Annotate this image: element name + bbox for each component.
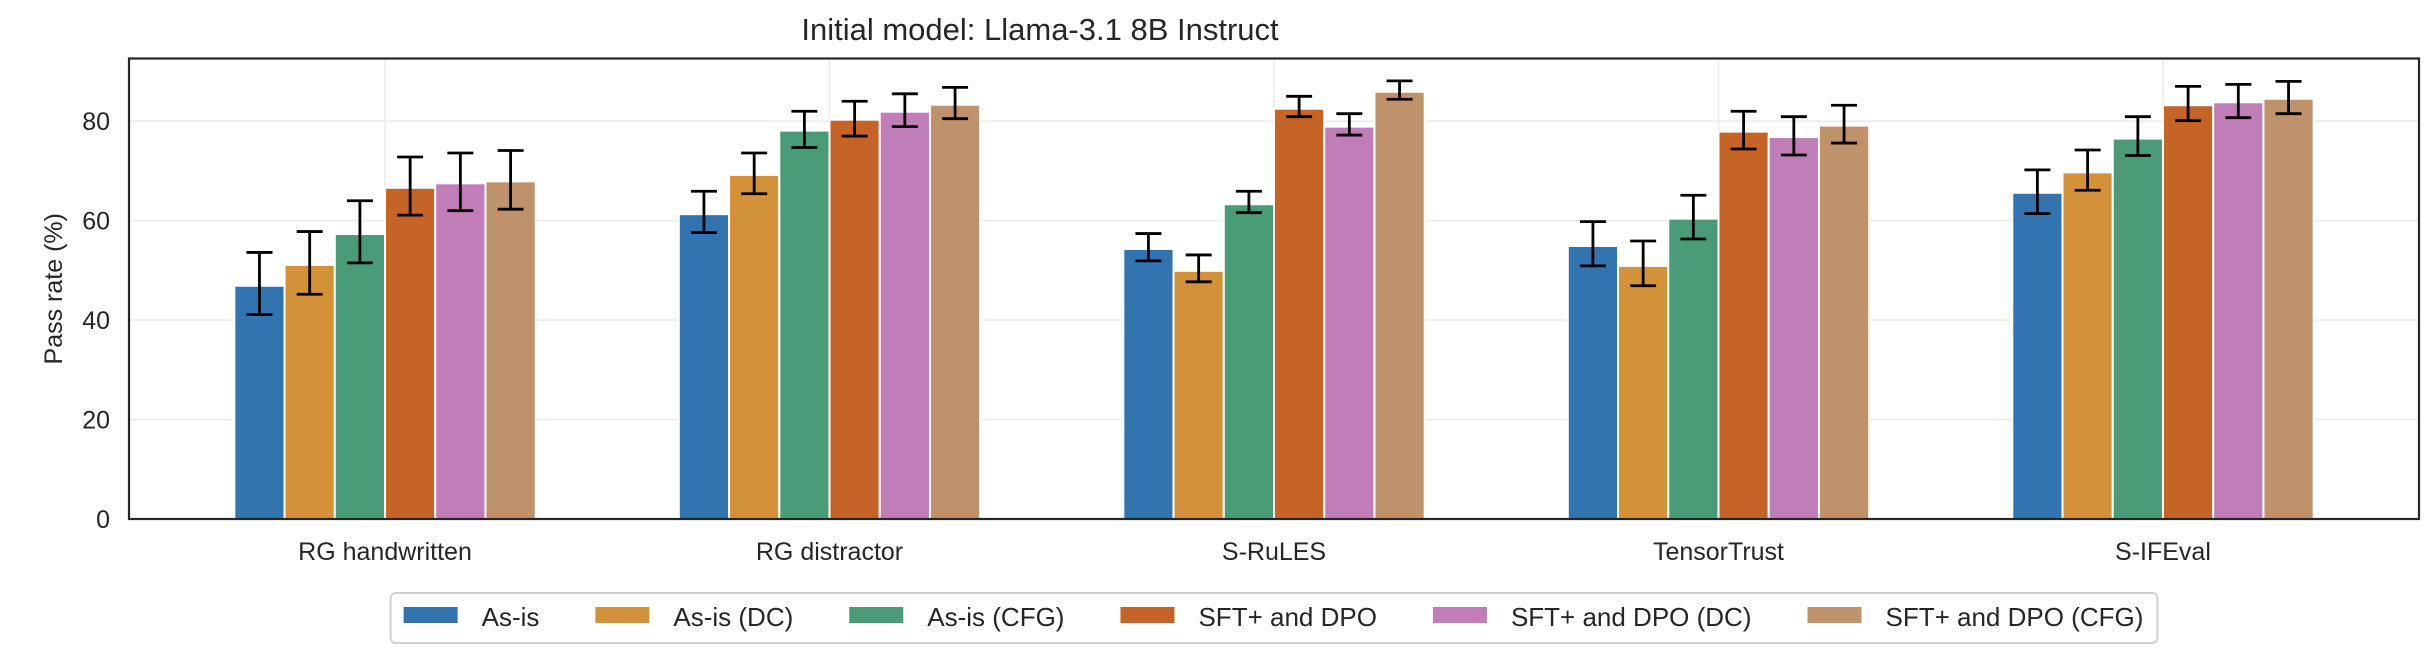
legend-box [389, 592, 2159, 644]
error-bar [2175, 84, 2202, 123]
error-bar [346, 199, 373, 265]
legend-swatch [595, 607, 650, 623]
error-bar [690, 189, 717, 234]
bar [2212, 101, 2265, 520]
error-bars [246, 79, 2302, 317]
error-bar [1730, 109, 1757, 151]
bar [1122, 247, 1175, 521]
y-axis-label: Pass rate (%) [40, 213, 68, 364]
bar [1373, 90, 1426, 520]
error-bar [1336, 112, 1363, 137]
error-bar [1831, 103, 1858, 145]
bar [728, 173, 781, 520]
bar [1172, 269, 1225, 520]
bar [283, 263, 336, 520]
legend-swatch [403, 607, 458, 623]
axes-frame [127, 57, 2421, 521]
y-tick-label: 60 [82, 208, 110, 236]
bar [878, 110, 931, 520]
legend-label: As-is [482, 602, 540, 632]
bar [1667, 217, 1720, 520]
error-bar [296, 230, 323, 296]
legend-item: As-is (CFG) [849, 602, 1064, 632]
bar [384, 186, 437, 520]
bar [1222, 203, 1276, 521]
bar [928, 103, 982, 520]
error-bar [246, 251, 273, 317]
error-bar [1680, 193, 1707, 241]
bar [1817, 124, 1871, 520]
x-axis-ticks: RG handwritten RG distractor S-RuLES Tensor… [298, 538, 2211, 566]
bar [434, 182, 487, 520]
error-bar [1185, 253, 1212, 284]
error-bar [1386, 79, 1413, 101]
x-tick-label: TensorTrust [1653, 538, 1784, 566]
bar [1323, 125, 1376, 520]
legend-swatch [1432, 607, 1487, 623]
bar [677, 213, 731, 520]
x-tick-label: S-IFEval [2115, 538, 2211, 566]
error-bar [1235, 189, 1262, 215]
bar [1767, 136, 1820, 521]
error-bar [1630, 239, 1657, 288]
y-tick-label: 20 [82, 407, 110, 435]
legend-item: SFT+ and DPO (DC) [1432, 602, 1752, 632]
chart-title: Initial model: Llama-3.1 8B Instruct [801, 12, 1279, 47]
bar [1717, 130, 1770, 521]
legend-label: As-is (CFG) [927, 602, 1064, 632]
bar [1273, 107, 1326, 520]
error-bar [2275, 79, 2302, 116]
bars [233, 90, 2315, 521]
error-bar [891, 92, 918, 129]
legend-label: As-is (DC) [673, 602, 793, 632]
legend-item: As-is (DC) [595, 602, 793, 632]
legend-label: SFT+ and DPO (DC) [1511, 602, 1752, 632]
error-bar [1286, 94, 1313, 119]
y-tick-label: 0 [96, 506, 110, 534]
error-bar [497, 149, 524, 211]
bar [233, 284, 286, 520]
legend-swatch [849, 607, 904, 623]
legend-item: SFT+ and DPO [1120, 602, 1377, 632]
error-bar [447, 151, 474, 213]
y-tick-label: 80 [82, 108, 110, 136]
bar [828, 118, 881, 520]
error-bar [2225, 82, 2252, 120]
legend-label: SFT+ and DPO (CFG) [1886, 602, 2144, 632]
bar [2111, 137, 2164, 520]
legend-label: SFT+ and DPO [1198, 602, 1376, 632]
bar [2161, 104, 2215, 521]
bar [1566, 244, 1620, 520]
error-bar [397, 155, 424, 217]
legend-swatch [1120, 607, 1175, 623]
error-bar [2124, 115, 2151, 157]
error-bar [1135, 232, 1162, 263]
x-tick-label: RG distractor [756, 538, 903, 566]
legend-item: SFT+ and DPO (CFG) [1807, 602, 2144, 632]
error-bar [1780, 115, 1807, 157]
bar [2262, 97, 2315, 521]
x-tick-label: RG handwritten [298, 538, 472, 566]
error-bar [841, 99, 868, 138]
error-bar [791, 109, 818, 149]
x-tick-label: S-RuLES [1222, 538, 1326, 566]
error-bar [1579, 220, 1606, 268]
bar [1617, 264, 1670, 520]
legend-items: As-is As-is (DC) As-is (CFG) SFT+ and DPO SF… [403, 602, 2144, 632]
error-bar [942, 85, 969, 121]
legend: As-is As-is (DC) As-is (CFG) SFT+ and DPO SF… [389, 592, 2159, 644]
legend-swatch [1807, 607, 1862, 623]
y-tick-label: 40 [82, 307, 110, 335]
error-bar [2024, 168, 2051, 216]
error-bar [741, 151, 768, 196]
y-axis-ticks: 0 20 40 60 80 [82, 108, 110, 534]
bar [2061, 171, 2114, 520]
error-bar [2074, 148, 2101, 192]
bar [2011, 191, 2064, 520]
legend-item: As-is [403, 602, 540, 632]
bar [778, 129, 831, 521]
bar [333, 233, 387, 521]
bar [484, 180, 537, 520]
